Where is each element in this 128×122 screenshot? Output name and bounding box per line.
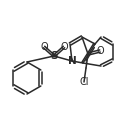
Text: N: N bbox=[68, 56, 76, 66]
Text: S: S bbox=[50, 51, 58, 61]
Text: Cl: Cl bbox=[79, 77, 89, 87]
Text: O: O bbox=[60, 42, 68, 52]
Text: O: O bbox=[96, 46, 104, 56]
Text: O: O bbox=[40, 42, 48, 52]
